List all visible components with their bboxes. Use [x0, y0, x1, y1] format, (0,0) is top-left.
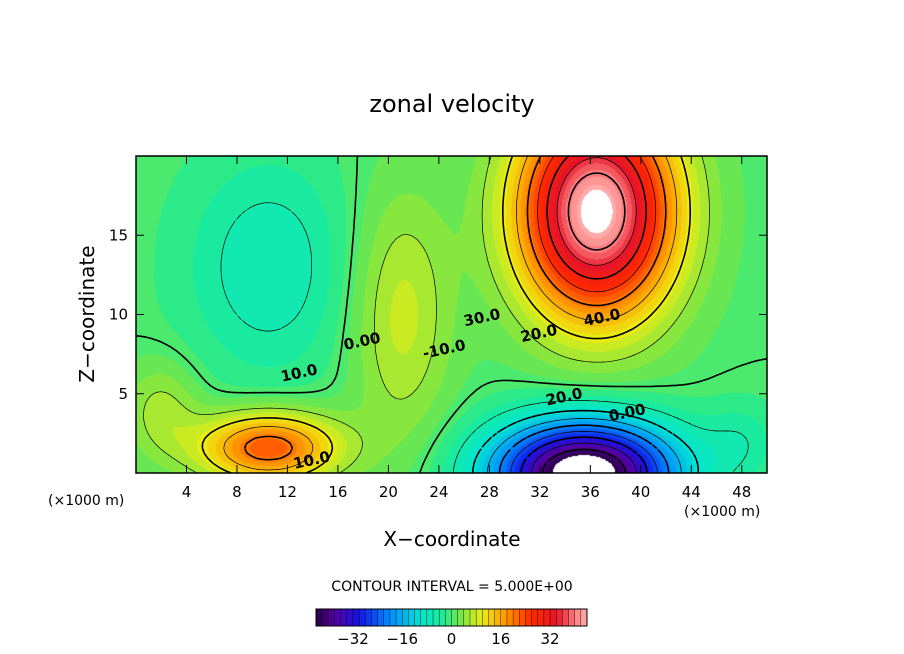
colorbar-cell — [451, 608, 459, 627]
contour-line — [556, 157, 637, 266]
colorbar-cell — [463, 608, 471, 627]
colorbar-cell — [469, 608, 477, 627]
colorbar-cell — [556, 608, 563, 627]
colorbar-cell — [494, 608, 502, 627]
contour-line — [486, 418, 682, 473]
contour-lines — [136, 156, 767, 473]
colorbar-cell — [543, 608, 551, 627]
contour-line — [223, 156, 678, 471]
contour-line — [537, 156, 657, 293]
colorbar-tick-label: 32 — [540, 630, 559, 648]
velocity-field — [136, 156, 767, 473]
x-tick-label: 36 — [581, 483, 600, 501]
colorbar-cell — [475, 608, 483, 627]
x-axis: 4 8 12 16 20 24 28 32 36 40 44 48 — [182, 156, 751, 501]
colorbar-cell — [346, 608, 354, 627]
colorbar-tick-label: −32 — [337, 630, 369, 648]
x-tick-label: 32 — [530, 483, 549, 501]
colorbar-cell — [488, 608, 496, 627]
colorbar-cell — [531, 608, 539, 627]
contour-interval-text: CONTOUR INTERVAL = 5.000E+00 — [331, 579, 572, 595]
colorbar-cell — [383, 608, 391, 627]
colorbar-cell — [377, 608, 385, 627]
colorbar-frame — [315, 608, 588, 627]
colorbar-tick-label: −16 — [386, 630, 418, 648]
colorbar-cell — [580, 608, 588, 627]
colorbar-cell — [432, 608, 440, 627]
colorbar-cell — [482, 608, 489, 627]
colorbar-cell — [389, 608, 397, 627]
colorbar-tick-label: 0 — [447, 630, 457, 648]
colorbar-cell — [420, 608, 428, 627]
colorbar-cell — [395, 608, 403, 627]
colorbar-cell — [371, 608, 379, 627]
chart-title: zonal velocity — [369, 90, 534, 118]
x-tick-label: 8 — [232, 483, 242, 501]
y-tick-label: 15 — [109, 226, 128, 244]
contour-line — [541, 448, 627, 473]
y-axis: 5 10 15 — [109, 226, 767, 403]
contour-line — [201, 156, 691, 473]
colorbar-cell — [445, 608, 453, 627]
colorbar-cell — [365, 608, 372, 627]
colorbar-cell — [315, 608, 323, 627]
colorbar-ticks: −32 −16 0 16 32 — [337, 630, 559, 648]
y-tick-label: 10 — [109, 306, 128, 324]
x-tick-label: 4 — [182, 483, 192, 501]
x-unit-right: (×1000 m) — [684, 504, 760, 520]
colorbar-cell — [426, 608, 434, 627]
x-tick-label: 12 — [278, 483, 297, 501]
x-tick-label: 20 — [379, 483, 398, 501]
colorbar-cell — [402, 608, 409, 627]
y-axis-label: Z−coordinate — [75, 245, 99, 382]
colorbar-cell — [328, 608, 335, 627]
colorbar-cell — [321, 608, 329, 627]
contour-line — [136, 156, 767, 473]
contour-line — [243, 156, 667, 461]
contour-line — [510, 430, 658, 473]
x-tick-label: 48 — [732, 483, 751, 501]
colorbar-cell — [457, 608, 465, 627]
colorbar-cell — [438, 608, 446, 627]
colorbar-cell — [358, 608, 366, 627]
colorbar-cell — [506, 608, 514, 627]
colorbar-cell — [334, 608, 342, 627]
x-tick-label: 16 — [328, 483, 347, 501]
colorbar-cell — [500, 608, 508, 627]
contour-line — [530, 442, 638, 473]
colorbar-cell — [352, 608, 360, 627]
colorbar-cell — [574, 608, 582, 627]
contour-line — [471, 409, 699, 473]
colorbar-cell — [408, 608, 416, 627]
colorbar-cell — [562, 608, 570, 627]
x-tick-label: 28 — [480, 483, 499, 501]
x-tick-label: 24 — [429, 483, 448, 501]
colorbar — [315, 608, 588, 627]
colorbar-cell — [414, 608, 422, 627]
x-tick-label: 40 — [631, 483, 650, 501]
colorbar-cell — [525, 608, 533, 627]
contour-line — [567, 172, 626, 251]
colorbar-cell — [519, 608, 526, 627]
contour-line — [546, 156, 647, 280]
colorbar-cell — [568, 608, 576, 627]
colorbar-cell — [512, 608, 520, 627]
contour-line — [498, 424, 670, 473]
colorbar-cell — [537, 608, 545, 627]
contour-line — [520, 436, 648, 473]
contour-line — [143, 156, 710, 473]
contour-line — [220, 202, 749, 473]
colorbar-tick-label: 16 — [491, 630, 510, 648]
colorbar-cell — [549, 608, 557, 627]
colorbar-cell — [340, 608, 348, 627]
y-tick-label: 5 — [118, 385, 128, 403]
x-unit-left: (×1000 m) — [48, 493, 124, 509]
x-axis-label: X−coordinate — [383, 527, 520, 551]
x-tick-label: 44 — [682, 483, 701, 501]
